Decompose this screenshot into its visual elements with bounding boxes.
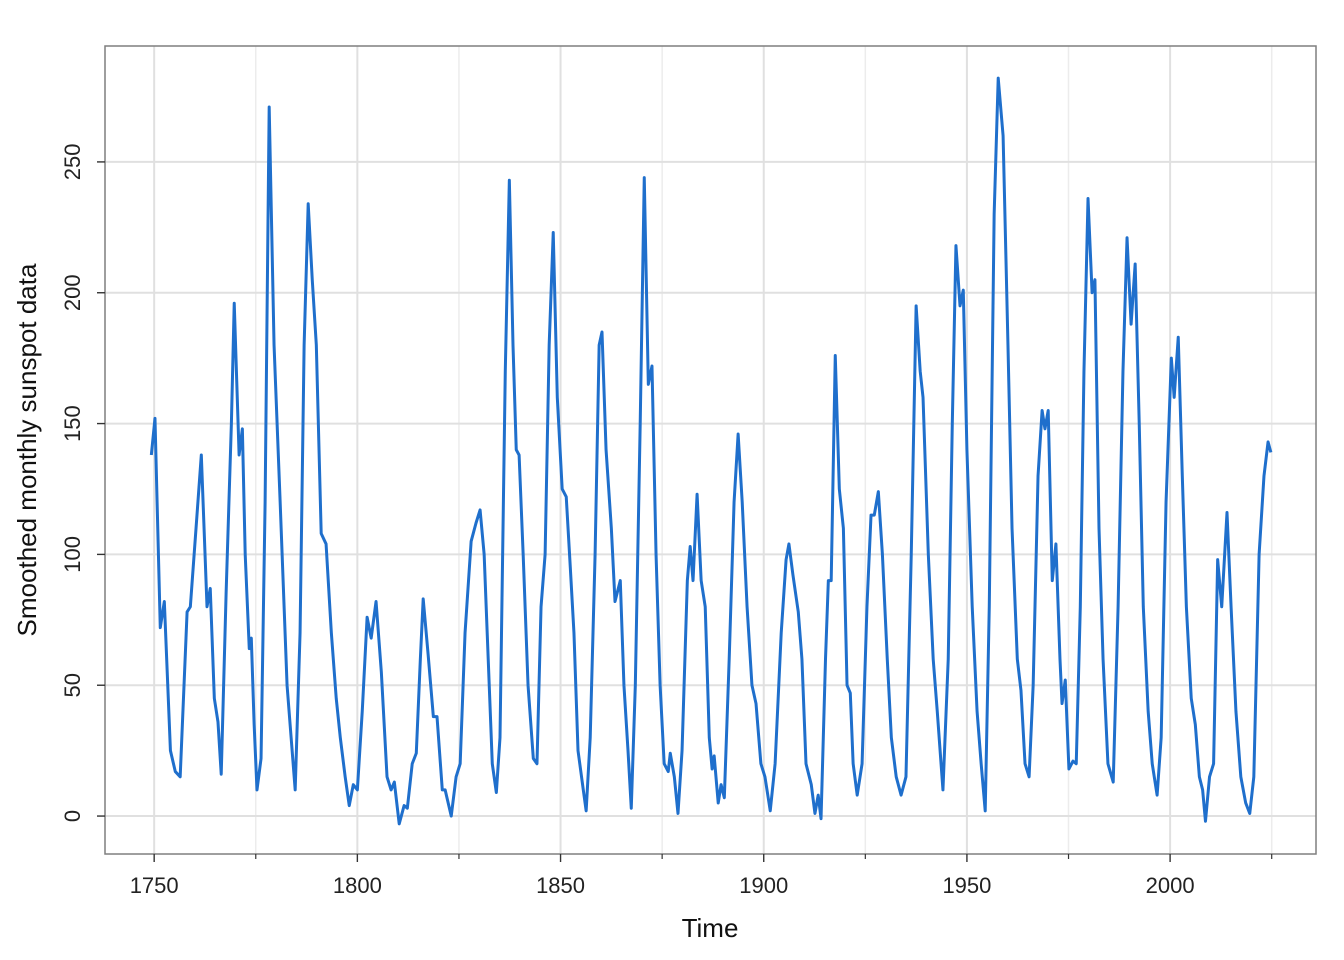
x-tick-label: 1750	[130, 873, 179, 898]
x-tick-label: 1950	[942, 873, 991, 898]
x-tick-label: 2000	[1146, 873, 1195, 898]
y-tick-label: 0	[60, 810, 85, 822]
y-tick-label: 250	[60, 144, 85, 181]
x-tick-label: 1850	[536, 873, 585, 898]
plot	[149, 76, 1273, 826]
y-tick-label: 100	[60, 536, 85, 573]
axes: 1750 1800 1850 1900 1950 2000 0 50 100 150 200 250	[60, 144, 1273, 898]
y-tick-label: 150	[60, 405, 85, 442]
y-axis-title: Smoothed monthly sunspot data	[12, 263, 42, 636]
x-axis-title: Time	[682, 913, 739, 943]
plot-frame	[104, 45, 1317, 855]
x-tick-label: 1800	[333, 873, 382, 898]
y-tick-label: 50	[60, 673, 85, 697]
y-tick-label: 200	[60, 274, 85, 311]
x-tick-label: 1900	[739, 873, 788, 898]
series-line	[149, 76, 1273, 826]
